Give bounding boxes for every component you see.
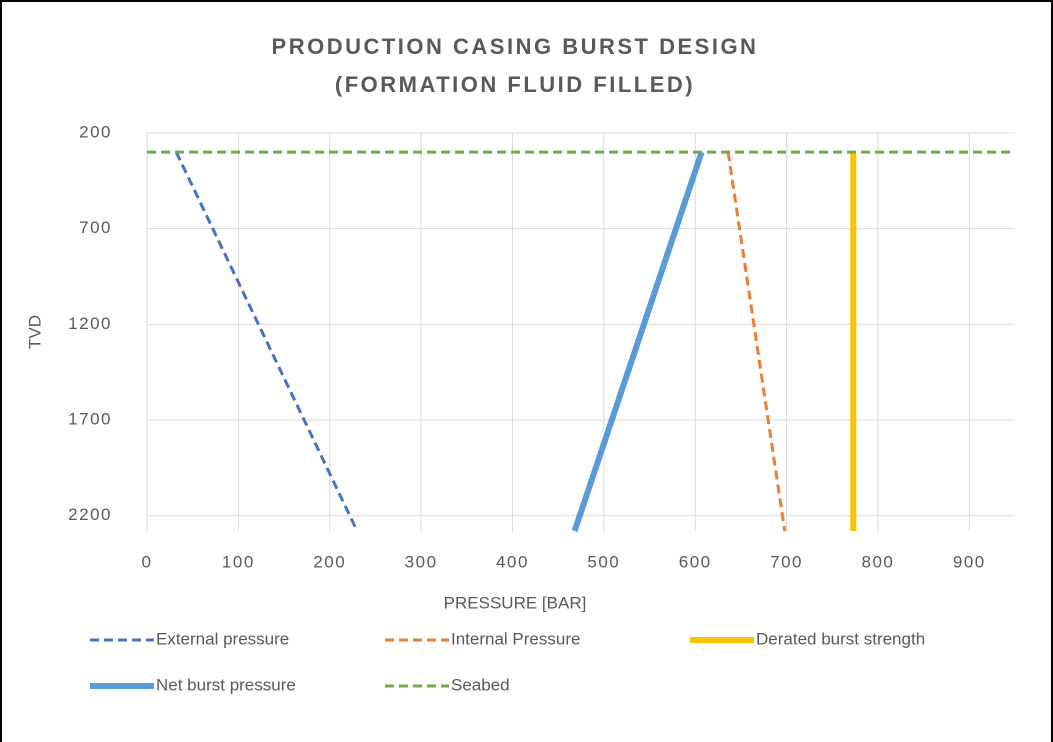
y-axis-label: TVD <box>25 315 44 349</box>
x-tick-label: 600 <box>679 552 712 571</box>
x-tick-label: 900 <box>953 552 986 571</box>
y-tick-label: 1700 <box>68 410 112 429</box>
legend-label: Net burst pressure <box>156 675 296 694</box>
y-tick-label: 200 <box>79 122 112 141</box>
x-tick-label: 800 <box>862 552 895 571</box>
legend-label: External pressure <box>156 629 289 648</box>
x-tick-label: 400 <box>496 552 529 571</box>
series-line <box>726 151 787 532</box>
y-tick-label: 700 <box>79 218 112 237</box>
legend-label: Internal Pressure <box>451 629 580 648</box>
legend-label: Seabed <box>451 675 510 694</box>
chart-title: PRODUCTION CASING BURST DESIGN <box>272 34 759 59</box>
x-tick-label: 200 <box>313 552 346 571</box>
legend-label: Derated burst strength <box>756 629 925 648</box>
x-tick-label: 700 <box>770 552 803 571</box>
x-tick-label: 0 <box>142 552 153 571</box>
series-line <box>571 151 705 532</box>
y-tick-label: 2200 <box>68 505 112 524</box>
y-tick-label: 1200 <box>68 314 112 333</box>
x-tick-label: 500 <box>587 552 620 571</box>
x-axis-label: PRESSURE [BAR] <box>444 593 587 612</box>
chart-title: (FORMATION FLUID FILLED) <box>335 72 695 97</box>
x-tick-label: 100 <box>222 552 255 571</box>
x-tick-label: 300 <box>405 552 438 571</box>
